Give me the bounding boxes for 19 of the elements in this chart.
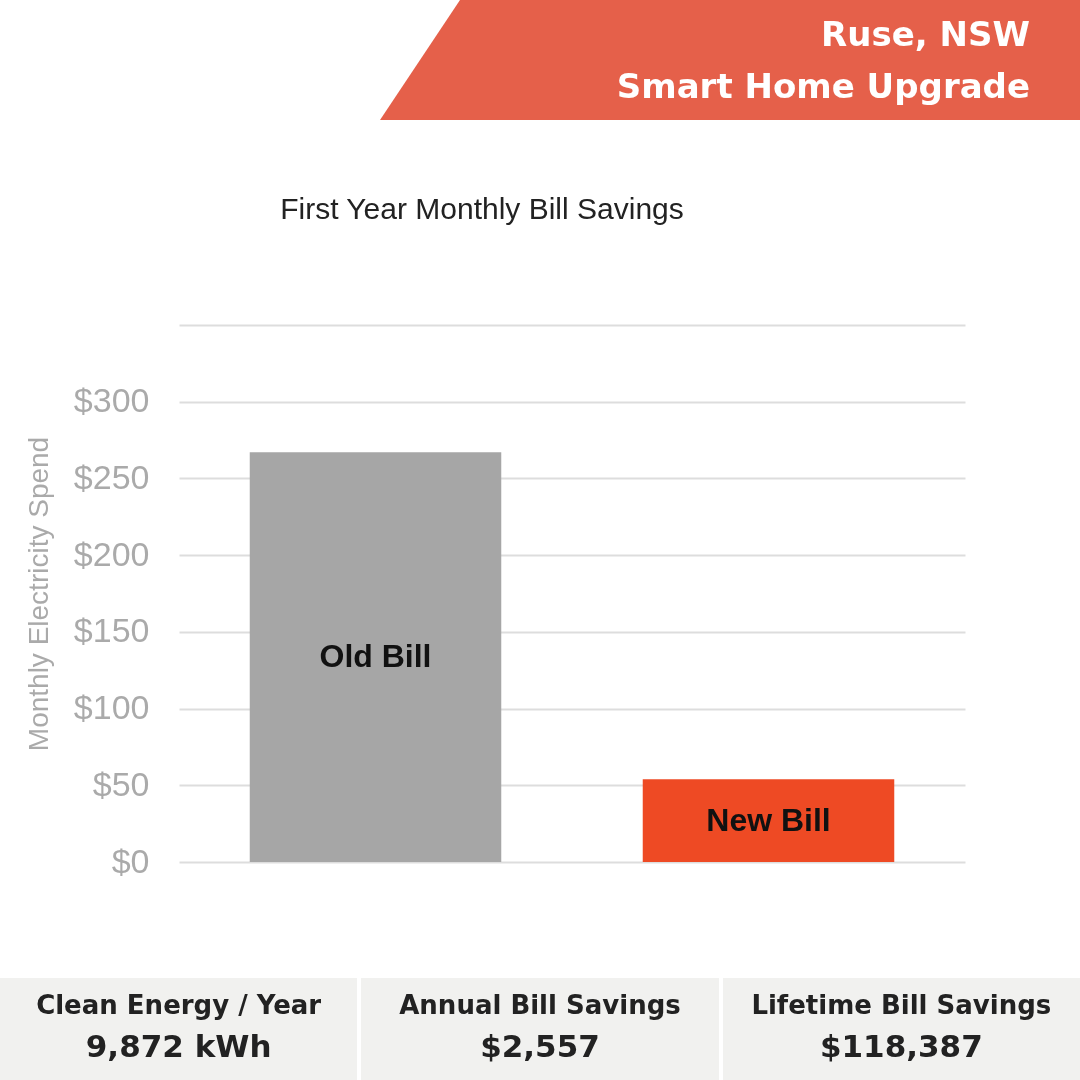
chart-title: First Year Monthly Bill Savings [280, 192, 684, 225]
y-tick-label: $300 [73, 381, 150, 420]
text: $2,557 [479, 1028, 601, 1064]
x-tick-label: New Bill [706, 801, 831, 838]
x-tick-label: Old Bill [319, 638, 432, 675]
text: $118,387 [818, 1028, 984, 1064]
text: Ruse, NSW [821, 14, 1030, 54]
text: Annual Bill Savings [398, 990, 682, 1020]
y-tick-label: $200 [73, 534, 150, 573]
y-tick-label: $100 [73, 688, 150, 727]
y-tick-label: $0 [111, 841, 150, 880]
text: Smart Home Upgrade [616, 66, 1030, 106]
text: Lifetime Bill Savings [750, 990, 1053, 1020]
text: Clean Energy / Year [35, 990, 323, 1020]
y-tick-label: $50 [92, 764, 150, 803]
y-axis-title: Monthly Electricity Spend [22, 436, 54, 752]
y-tick-label: $250 [73, 457, 150, 496]
text: 9,872 kWh [84, 1028, 273, 1064]
y-tick-label: $150 [73, 611, 150, 650]
